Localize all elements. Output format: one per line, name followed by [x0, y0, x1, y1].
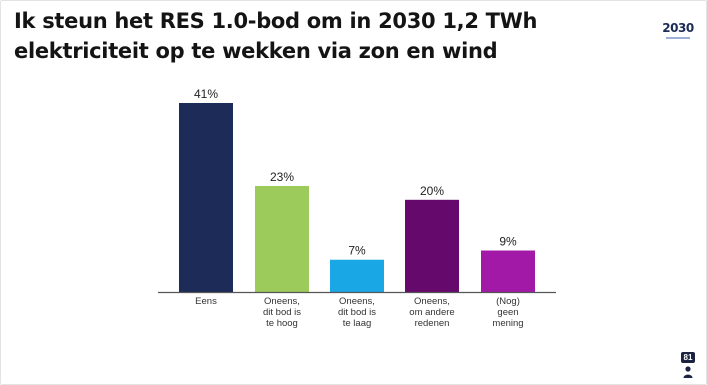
category-label-line: (Nog)	[496, 296, 520, 307]
bar-5	[481, 250, 535, 292]
data-label-2: 23%	[270, 170, 294, 184]
category-label-5: (Nog) geen mening	[492, 296, 523, 329]
category-label-line: mening	[492, 318, 523, 329]
category-label-2: Oneens, dit bod is te hoog	[263, 296, 301, 329]
category-label-1: Eens	[195, 296, 217, 307]
category-label-line: om andere	[409, 307, 454, 318]
participant-count: 81	[681, 352, 695, 363]
data-label-1: 41%	[194, 87, 218, 101]
data-label-5: 9%	[499, 235, 517, 249]
bar-3	[330, 259, 384, 292]
data-label-3: 7%	[348, 244, 366, 258]
person-icon	[683, 366, 693, 378]
category-label-line: geen	[497, 307, 518, 318]
category-label-line: te laag	[343, 318, 372, 329]
data-label-4: 20%	[420, 184, 444, 198]
category-label-line: Oneens,	[339, 296, 375, 307]
category-label-line: te hoog	[266, 318, 298, 329]
logo-underline	[666, 37, 690, 39]
category-label-line: dit bod is	[338, 307, 376, 318]
category-label-line: Oneens,	[414, 296, 450, 307]
participants-badge: 81	[679, 352, 697, 380]
category-label-3: Oneens, dit bod is te laag	[338, 296, 376, 329]
slide-title: Ik steun het RES 1.0-bod om in 2030 1,2 …	[14, 9, 538, 63]
bar-2	[255, 185, 309, 292]
category-label-line: dit bod is	[263, 307, 301, 318]
category-label-4: Oneens, om andere redenen	[409, 296, 454, 329]
bar-4	[405, 199, 459, 292]
category-label-line: Oneens,	[264, 296, 300, 307]
category-label-line: Eens	[195, 296, 217, 307]
bar-1	[179, 103, 233, 292]
logo-text: 2030	[662, 21, 694, 35]
category-label-line: redenen	[415, 318, 450, 329]
event-logo: 2030	[661, 18, 695, 44]
